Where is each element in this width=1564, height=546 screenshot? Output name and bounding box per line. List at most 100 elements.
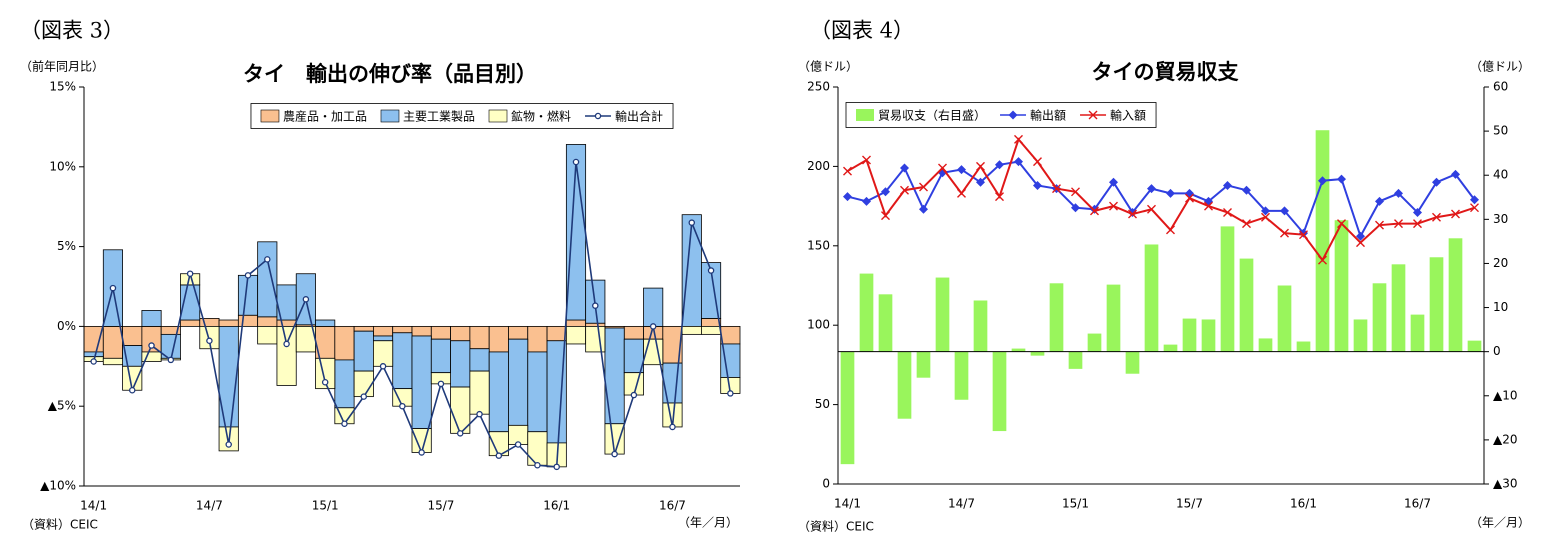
bar [315,319,336,327]
marker [976,161,985,171]
bar [373,335,394,342]
marker [1413,219,1422,229]
y2-tick-label: ▲20 [1493,432,1518,446]
marker [1394,219,1403,229]
bar [353,370,374,398]
bar [180,319,201,327]
y-tick-label: 0 [822,477,830,491]
marker [109,284,117,292]
bar [527,325,548,353]
legend: 貿易収支（右目盛） 輸出額 輸入額 [845,102,1157,128]
bar [353,330,374,372]
marker [399,402,406,410]
bar [469,325,490,350]
bar [450,340,471,388]
marker [1242,185,1251,195]
x-tick-label: 16/1 [1290,497,1317,511]
marker [881,211,890,221]
bar [430,338,451,374]
bar [662,362,683,404]
marker [630,391,638,399]
legend-swatch [856,109,874,121]
x-tick-label: 15/7 [1176,497,1203,511]
bar [257,316,278,327]
legend-label: 貿易収支（右目盛） [878,108,986,123]
legend-label: 輸入額 [1110,108,1146,123]
y2-tick-label: 30 [1493,212,1508,226]
bar [83,351,104,358]
y-axis-label: （前年同月比） [20,59,104,74]
marker [1451,169,1460,179]
bar [488,351,509,433]
bar [623,372,644,396]
marker [1166,188,1175,198]
x-tick-label: 14/1 [80,499,107,513]
bar [141,310,162,327]
marker [1071,187,1080,197]
bar [430,325,451,340]
marker [1337,174,1346,184]
marker [862,196,871,206]
legend-label: 輸出合計 [615,109,663,124]
marker [1090,204,1099,214]
bar [411,335,432,429]
bar [1125,351,1140,374]
marker [669,423,676,431]
bar [1448,238,1463,352]
bar [1239,258,1254,352]
marker [594,112,602,120]
x-tick-label: 14/1 [834,497,861,511]
marker [843,192,852,202]
y-tick-label: 5% [57,239,76,253]
marker [727,390,734,397]
marker [379,363,387,370]
marker [534,462,541,469]
source-note: （資料）CEIC [798,520,874,534]
marker [995,192,1004,202]
bar [469,370,490,415]
y-tick-label: ▲10% [40,479,76,493]
x-tick-label: 15/1 [1062,497,1089,511]
marker [360,393,368,400]
marker [1109,201,1118,211]
marker [225,441,232,448]
bar [373,325,394,337]
bar [681,214,702,327]
x-tick-label: 14/7 [196,499,223,513]
bar [1030,351,1045,356]
bar [392,332,413,390]
bar [411,428,432,453]
marker [283,340,290,348]
marker [976,177,985,187]
marker [90,358,97,365]
marker [1223,180,1232,190]
bar [102,325,123,359]
bar [935,277,950,352]
marker [1356,231,1365,241]
line [92,161,732,468]
y-tick-label: ▲5% [48,399,76,413]
marker [186,270,194,277]
marker [900,185,909,195]
marker [1090,206,1099,216]
marker [1204,201,1213,211]
marker [553,463,560,471]
bar [565,325,587,345]
x-axis-label: （年／月） [1470,516,1530,530]
marker [919,204,928,214]
x-tick-label: 16/7 [659,499,686,513]
marker [148,342,155,349]
marker [1375,196,1384,206]
marker [1470,195,1479,205]
legend-label: 鉱物・燃料 [511,109,571,124]
x-tick-label: 15/7 [427,499,454,513]
marker [1280,228,1289,238]
marker [1375,220,1384,230]
bar [878,294,893,352]
marker [264,256,271,263]
bar [1429,257,1444,352]
bar [122,325,143,346]
bar [1296,341,1311,352]
legend-swatch [380,109,400,123]
